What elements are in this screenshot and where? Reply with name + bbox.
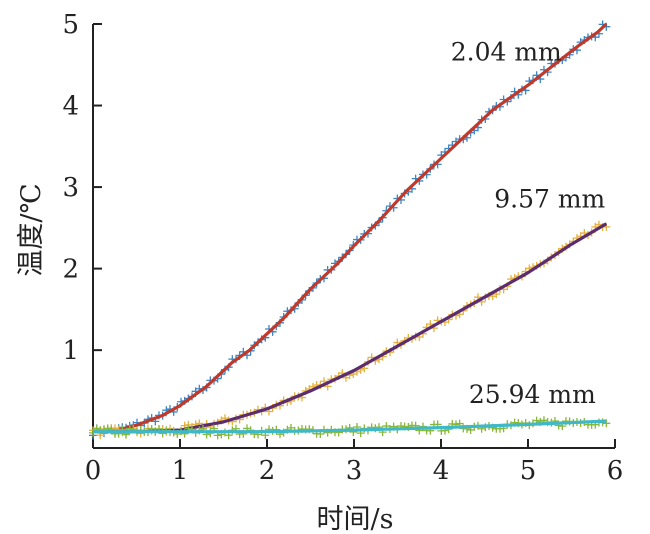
x-tick-label: 0: [85, 456, 102, 486]
x-tick-label: 4: [433, 456, 450, 486]
x-tick-label: 6: [607, 456, 624, 486]
x-tick-label: 3: [346, 456, 363, 486]
fit-line: [92, 22, 608, 434]
tick-marks: 0 1 2 3 4 5 6 1 2 3 4 5: [62, 10, 623, 486]
y-axis-label: 温度/℃: [16, 183, 47, 276]
x-axis-label: 时间/s: [317, 504, 394, 534]
series-annotation: 9.57 mm: [494, 184, 605, 213]
y-tick-label: 5: [62, 10, 79, 40]
x-tick-label: 5: [520, 456, 537, 486]
series-annotation: 2.04 mm: [451, 38, 562, 67]
series-3: [89, 416, 611, 440]
x-tick-label: 2: [259, 456, 276, 486]
data-point: [602, 419, 611, 428]
y-tick-label: 3: [62, 173, 79, 203]
series-layer: [89, 20, 611, 440]
y-tick-label: 4: [62, 92, 79, 122]
series-annotation: 25.94 mm: [469, 380, 596, 409]
annotations: 2.04 mm 9.57 mm 25.94 mm: [451, 38, 606, 409]
y-tick-label: 2: [62, 255, 79, 285]
x-tick-label: 1: [172, 456, 189, 486]
y-tick-label: 1: [62, 336, 79, 366]
fit-line: [93, 419, 607, 434]
